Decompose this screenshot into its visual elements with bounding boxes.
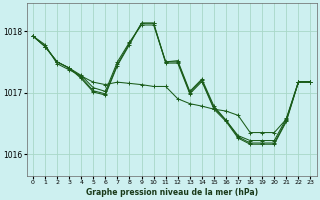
X-axis label: Graphe pression niveau de la mer (hPa): Graphe pression niveau de la mer (hPa) (86, 188, 258, 197)
